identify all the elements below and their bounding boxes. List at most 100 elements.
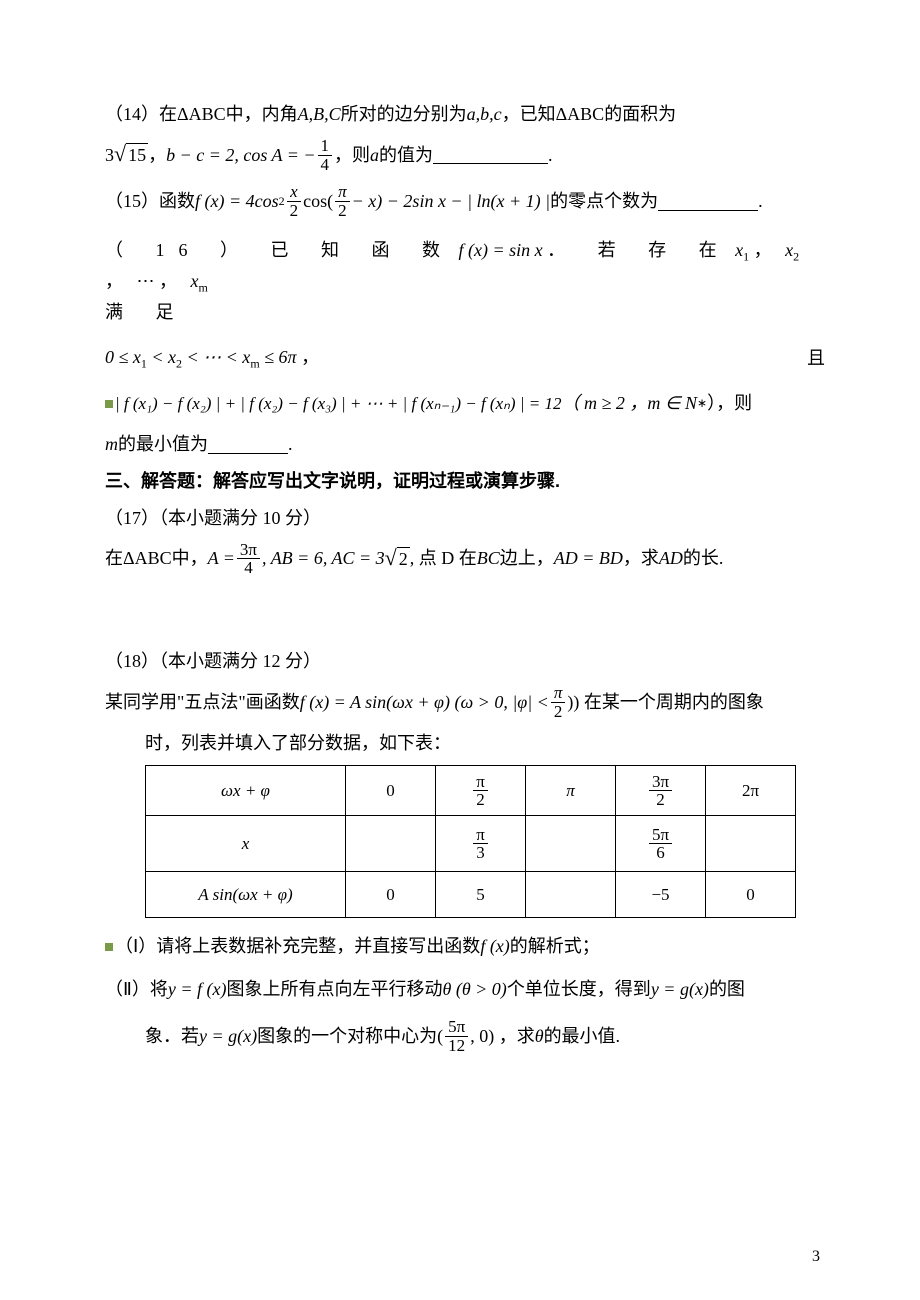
q16-le: ≤ 6π xyxy=(264,347,296,367)
q17-mid3: 边上， xyxy=(500,544,554,573)
table-cell: π xyxy=(526,766,616,816)
q18-header: （18）（本小题满分 12 分） xyxy=(105,647,825,676)
q18-p2-fn: 5π xyxy=(445,1018,468,1037)
q14-mid2: 所对的边分别为 xyxy=(341,100,467,129)
q18-p2l2-ygx: y = g(x) xyxy=(199,1022,257,1051)
q16-r2-right: 且 xyxy=(807,344,825,373)
q18-l1: 某同学用"五点法"画函数 f (x) = A sin(ωx + φ) (ω > … xyxy=(105,684,825,721)
q18-fd: 2 xyxy=(551,703,566,721)
q18-part2-l2: 象．若 y = g(x) 图象的一个对称中心为( 5π 12 , 0) ，求 θ… xyxy=(105,1018,825,1055)
table-cell: ωx + φ xyxy=(146,766,346,816)
q18-l2: 时，列表并填入了部分数据，如下表： xyxy=(105,729,825,758)
q17-suffix: 的长. xyxy=(683,544,724,573)
q16-r1-mid: ． 若 存 在 xyxy=(547,240,731,260)
q15-frac2: π 2 xyxy=(335,183,350,220)
q16-row2: 0 ≤ x1 < x2 < ⋯ < xm ≤ 6π ， 且 xyxy=(105,343,825,374)
q18-p1-fx: f (x) xyxy=(480,932,509,961)
q15-line: （15）函数 f (x) = 4cos 2 x 2 cos( π 2 − x) … xyxy=(105,183,825,220)
q14-line2: 3 √15 ， b − c = 2, cos A = − 1 4 ，则 a 的值… xyxy=(105,137,825,174)
q18-part2-l1: （Ⅱ）将 y = f (x) 图象上所有点向左平行移动 θ (θ > 0) 个单… xyxy=(105,975,825,1004)
q17-prefix: 在 xyxy=(105,544,123,573)
q18-p2-theta: θ (θ > 0) xyxy=(442,975,506,1004)
q16-s2: 2 xyxy=(793,250,799,264)
q15-cos-mid: − x) − 2sin x − | ln(x + 1) | xyxy=(352,187,550,216)
q17-mid4: ，求 xyxy=(623,544,659,573)
q17-aeq: A = xyxy=(208,544,235,573)
q15-period: . xyxy=(758,187,763,216)
q17-rad: 2 xyxy=(397,547,410,571)
q14-angles: A,B,C xyxy=(298,100,341,129)
table-cell: 2π xyxy=(706,766,796,816)
q18-frac: π 2 xyxy=(551,684,566,721)
q14-valueis: 的值为 xyxy=(379,141,433,170)
q17-sqrt: √2 xyxy=(385,547,410,571)
q15-sq: 2 xyxy=(279,192,285,211)
q16-r1-left: （ 16 ） 已 知 函 数 xyxy=(105,240,454,260)
q15-f1d: 2 xyxy=(287,202,302,220)
q14-prefix: （14）在 xyxy=(105,100,177,129)
q17-ab: , AB = 6, AC = 3 xyxy=(262,544,385,573)
q16-fn: f (x) = sin x xyxy=(459,240,548,260)
q14-sqrt: √15 xyxy=(114,143,148,167)
q16-lt2: < ⋯ < x xyxy=(187,347,251,367)
q16-s1: 1 xyxy=(743,250,749,264)
q14-then: ，则 xyxy=(334,141,370,170)
q18-p2-theta2: θ xyxy=(535,1022,544,1051)
q16-r3-c2: m ∈ N xyxy=(647,389,697,418)
q14-area-coef: 3 xyxy=(105,141,114,170)
q18-p2-ygx: y = g(x) xyxy=(651,975,709,1004)
q16-r3-expr: | f (x₁) − f (x₂) | + | f (x₂) − f (x₃) … xyxy=(115,390,561,417)
q14-mid1: 中，内角 xyxy=(226,100,298,129)
page-number: 3 xyxy=(812,1244,820,1270)
q16-r4-mid: 的最小值为 xyxy=(118,430,208,459)
q18-l1-suffix: ) 在某一个周期内的图象 xyxy=(573,688,764,717)
q16-r1-end: 满 足 xyxy=(105,298,188,327)
q17-fn: 3π xyxy=(237,541,260,560)
q16-lt1: < x xyxy=(151,347,176,367)
q15-f1n: x xyxy=(287,183,301,202)
q15-f2d: 2 xyxy=(335,202,350,220)
q17-tri: ΔABC xyxy=(123,544,172,573)
q14-mid3: ，已知 xyxy=(502,100,556,129)
table-cell: π3 xyxy=(436,816,526,872)
table-cell: x xyxy=(146,816,346,872)
q18-p2l2-suf: , 0) ，求 xyxy=(470,1022,535,1051)
q14-comma1: ， xyxy=(148,141,166,170)
q18-p1-suf: 的解析式； xyxy=(510,932,600,961)
q17-bc: BC xyxy=(477,544,500,573)
table-cell xyxy=(526,872,616,918)
q15-suffix: 的零点个数为 xyxy=(550,187,658,216)
q16-r3-end: ），则 xyxy=(707,389,752,418)
table-cell xyxy=(706,816,796,872)
q14-tri1: ΔABC xyxy=(177,100,226,129)
q16-r2s2: 2 xyxy=(176,356,182,370)
q18-p2l1-suf: 的图 xyxy=(709,975,745,1004)
q18-l1-prefix: 某同学用"五点法"画函数 xyxy=(105,688,300,717)
table-cell: A sin(ωx + φ) xyxy=(146,872,346,918)
q18-fx: f (x) = A sin(ωx + φ) (ω > 0, |φ| < xyxy=(300,688,549,717)
edit-marker-icon xyxy=(105,400,113,408)
table-cell: 5 xyxy=(436,872,526,918)
q16-star: ∗ xyxy=(697,394,707,413)
q16-r4-end: . xyxy=(288,430,293,459)
q18-p2l2-pre: 象．若 xyxy=(145,1022,199,1051)
table-cell: 3π2 xyxy=(616,766,706,816)
q14-tri2: ΔABC xyxy=(556,100,605,129)
table-cell: 0 xyxy=(706,872,796,918)
table-cell: π2 xyxy=(436,766,526,816)
q14-blank xyxy=(433,146,548,164)
q18-p2l1-mid: 图象上所有点向左平行移动 xyxy=(226,975,442,1004)
q18-p2-frac: 5π 12 xyxy=(445,1018,468,1055)
q17-adbd: AD = BD xyxy=(554,544,623,573)
q14-radicand: 15 xyxy=(126,143,148,167)
q16-dots: ⋯ xyxy=(137,271,155,291)
q14-frac: 1 4 xyxy=(318,137,333,174)
q16-r2sm: m xyxy=(250,356,259,370)
q14-period: . xyxy=(548,141,553,170)
table-cell: 5π6 xyxy=(616,816,706,872)
q18-fn: π xyxy=(551,684,566,703)
q15-prefix: （15）函数 xyxy=(105,187,195,216)
q16-r2-left: 0 ≤ x xyxy=(105,347,141,367)
q16-xm: x xyxy=(191,271,199,291)
q16-r2s1: 1 xyxy=(141,356,147,370)
